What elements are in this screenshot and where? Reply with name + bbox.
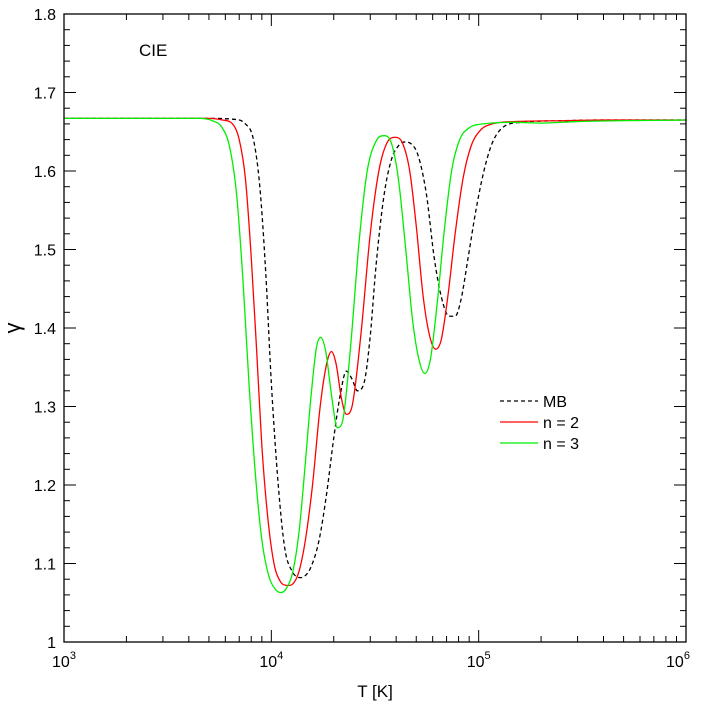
x-tick-label: 104 (259, 650, 283, 671)
y-tick-label: 1.8 (34, 7, 56, 24)
plot-frame (63, 13, 687, 643)
x-axis-label: T [K] (357, 682, 393, 701)
x-tick-label: 105 (467, 650, 491, 671)
x-tick-labels: 103 104 105 106 (52, 650, 690, 671)
y-tick-label: 1.3 (34, 400, 56, 417)
y-tick-label: 1.6 (34, 164, 56, 181)
cie-annotation: CIE (139, 41, 167, 60)
legend: MB n = 2 n = 3 (500, 394, 579, 453)
x-tick-label: 106 (666, 650, 690, 671)
y-tick-label: 1.1 (34, 557, 56, 574)
series-line-3 (63, 117, 687, 594)
y-tick-label: 1.7 (34, 86, 56, 103)
y-tick-label: 1 (47, 635, 56, 652)
y-tick-labels: 1 1.1 1.2 1.3 1.4 1.5 1.6 1.7 1.8 (34, 7, 56, 652)
legend-label-2: n = 2 (543, 415, 579, 432)
series-line-2 (63, 117, 686, 587)
x-tick-label: 103 (52, 650, 76, 671)
y-tick-label: 1.5 (34, 243, 56, 260)
legend-label-3: n = 3 (543, 436, 579, 453)
legend-label-1: MB (543, 394, 567, 411)
y-tick-label: 1.2 (34, 478, 56, 495)
y-axis-label: γ (0, 323, 25, 334)
y-tick-label: 1.4 (34, 321, 56, 338)
chart-curves (63, 117, 687, 594)
series-line-1 (63, 117, 686, 579)
axis-ticks (63, 13, 686, 643)
